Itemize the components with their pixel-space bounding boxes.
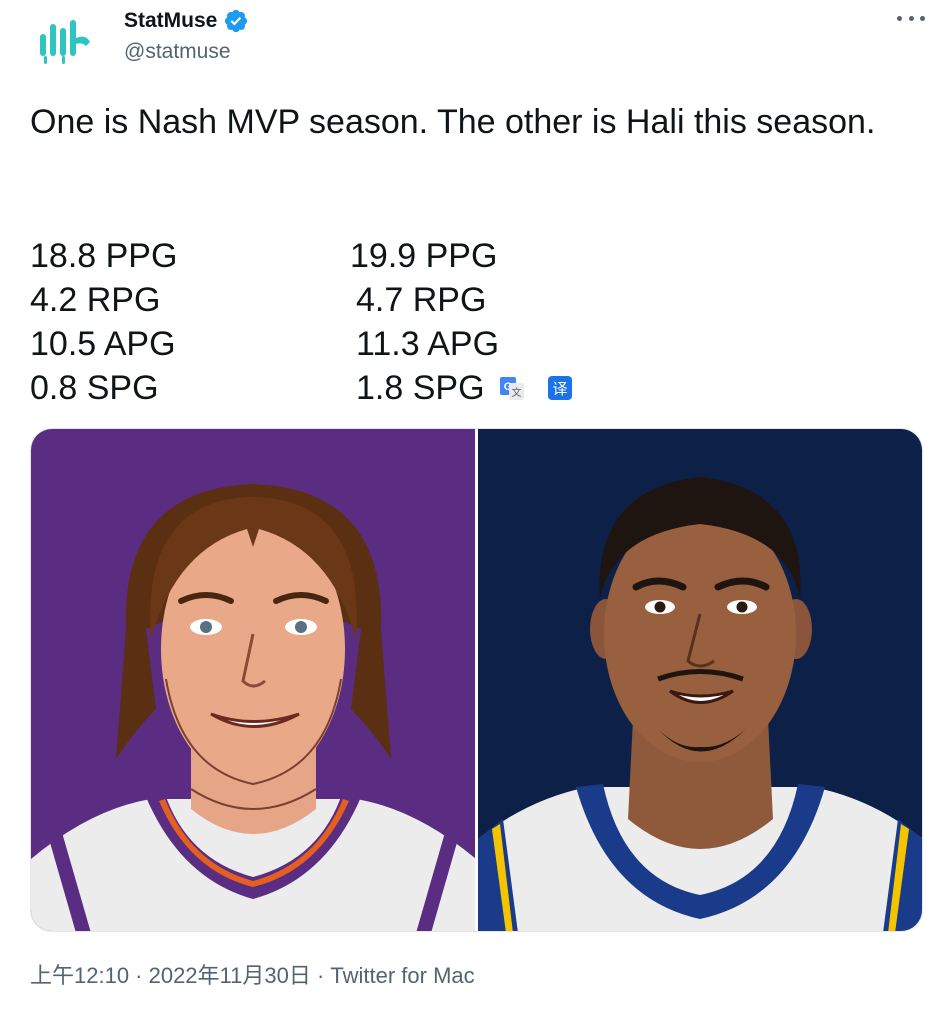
media-grid[interactable]: [30, 428, 923, 932]
stat-left: 18.8 PPG: [30, 237, 178, 275]
stat-left: 4.2 RPG: [30, 281, 161, 319]
more-options-icon[interactable]: [897, 8, 925, 28]
player-image-nash[interactable]: [31, 429, 475, 931]
stat-right: 1.8 SPG G 文 译: [350, 366, 573, 410]
stat-right: 11.3 APG: [356, 325, 500, 363]
svg-text:文: 文: [511, 386, 521, 399]
stat-row: 4.2 RPG 4.7 RPG: [30, 278, 910, 322]
svg-text:G: G: [503, 381, 512, 393]
avatar[interactable]: [30, 6, 102, 78]
stats-block: 18.8 PPG 19.9 PPG 4.2 RPG 4.7 RPG 10.5 A…: [30, 234, 910, 410]
stat-right: 4.7 RPG: [356, 281, 487, 319]
stat-left: 10.5 APG: [30, 325, 176, 363]
player-image-haliburton[interactable]: [478, 429, 922, 931]
google-translate-icon[interactable]: G 文: [499, 375, 525, 401]
stat-row: 10.5 APG 11.3 APG: [30, 322, 910, 366]
stat-row: 0.8 SPG 1.8 SPG G 文 译: [30, 366, 910, 410]
author-name[interactable]: StatMuse: [124, 9, 218, 32]
stat-left: 0.8 SPG: [30, 369, 159, 407]
tweet-text: One is Nash MVP season. The other is Hal…: [30, 103, 876, 141]
translate-icons: G 文 译: [499, 375, 573, 401]
tweet-timestamp[interactable]: 上午12:10 · 2022年11月30日 · Twitter for Mac: [30, 963, 475, 988]
verified-badge-icon: [225, 9, 248, 33]
author-name-row[interactable]: StatMuse: [124, 8, 249, 34]
svg-text:译: 译: [552, 380, 567, 398]
stat-right: 19.9 PPG: [350, 237, 498, 275]
translate-icon[interactable]: 译: [547, 375, 573, 401]
statmuse-logo-icon: [40, 20, 90, 64]
stat-row: 18.8 PPG 19.9 PPG: [30, 234, 910, 278]
author-handle[interactable]: @statmuse: [124, 40, 231, 63]
